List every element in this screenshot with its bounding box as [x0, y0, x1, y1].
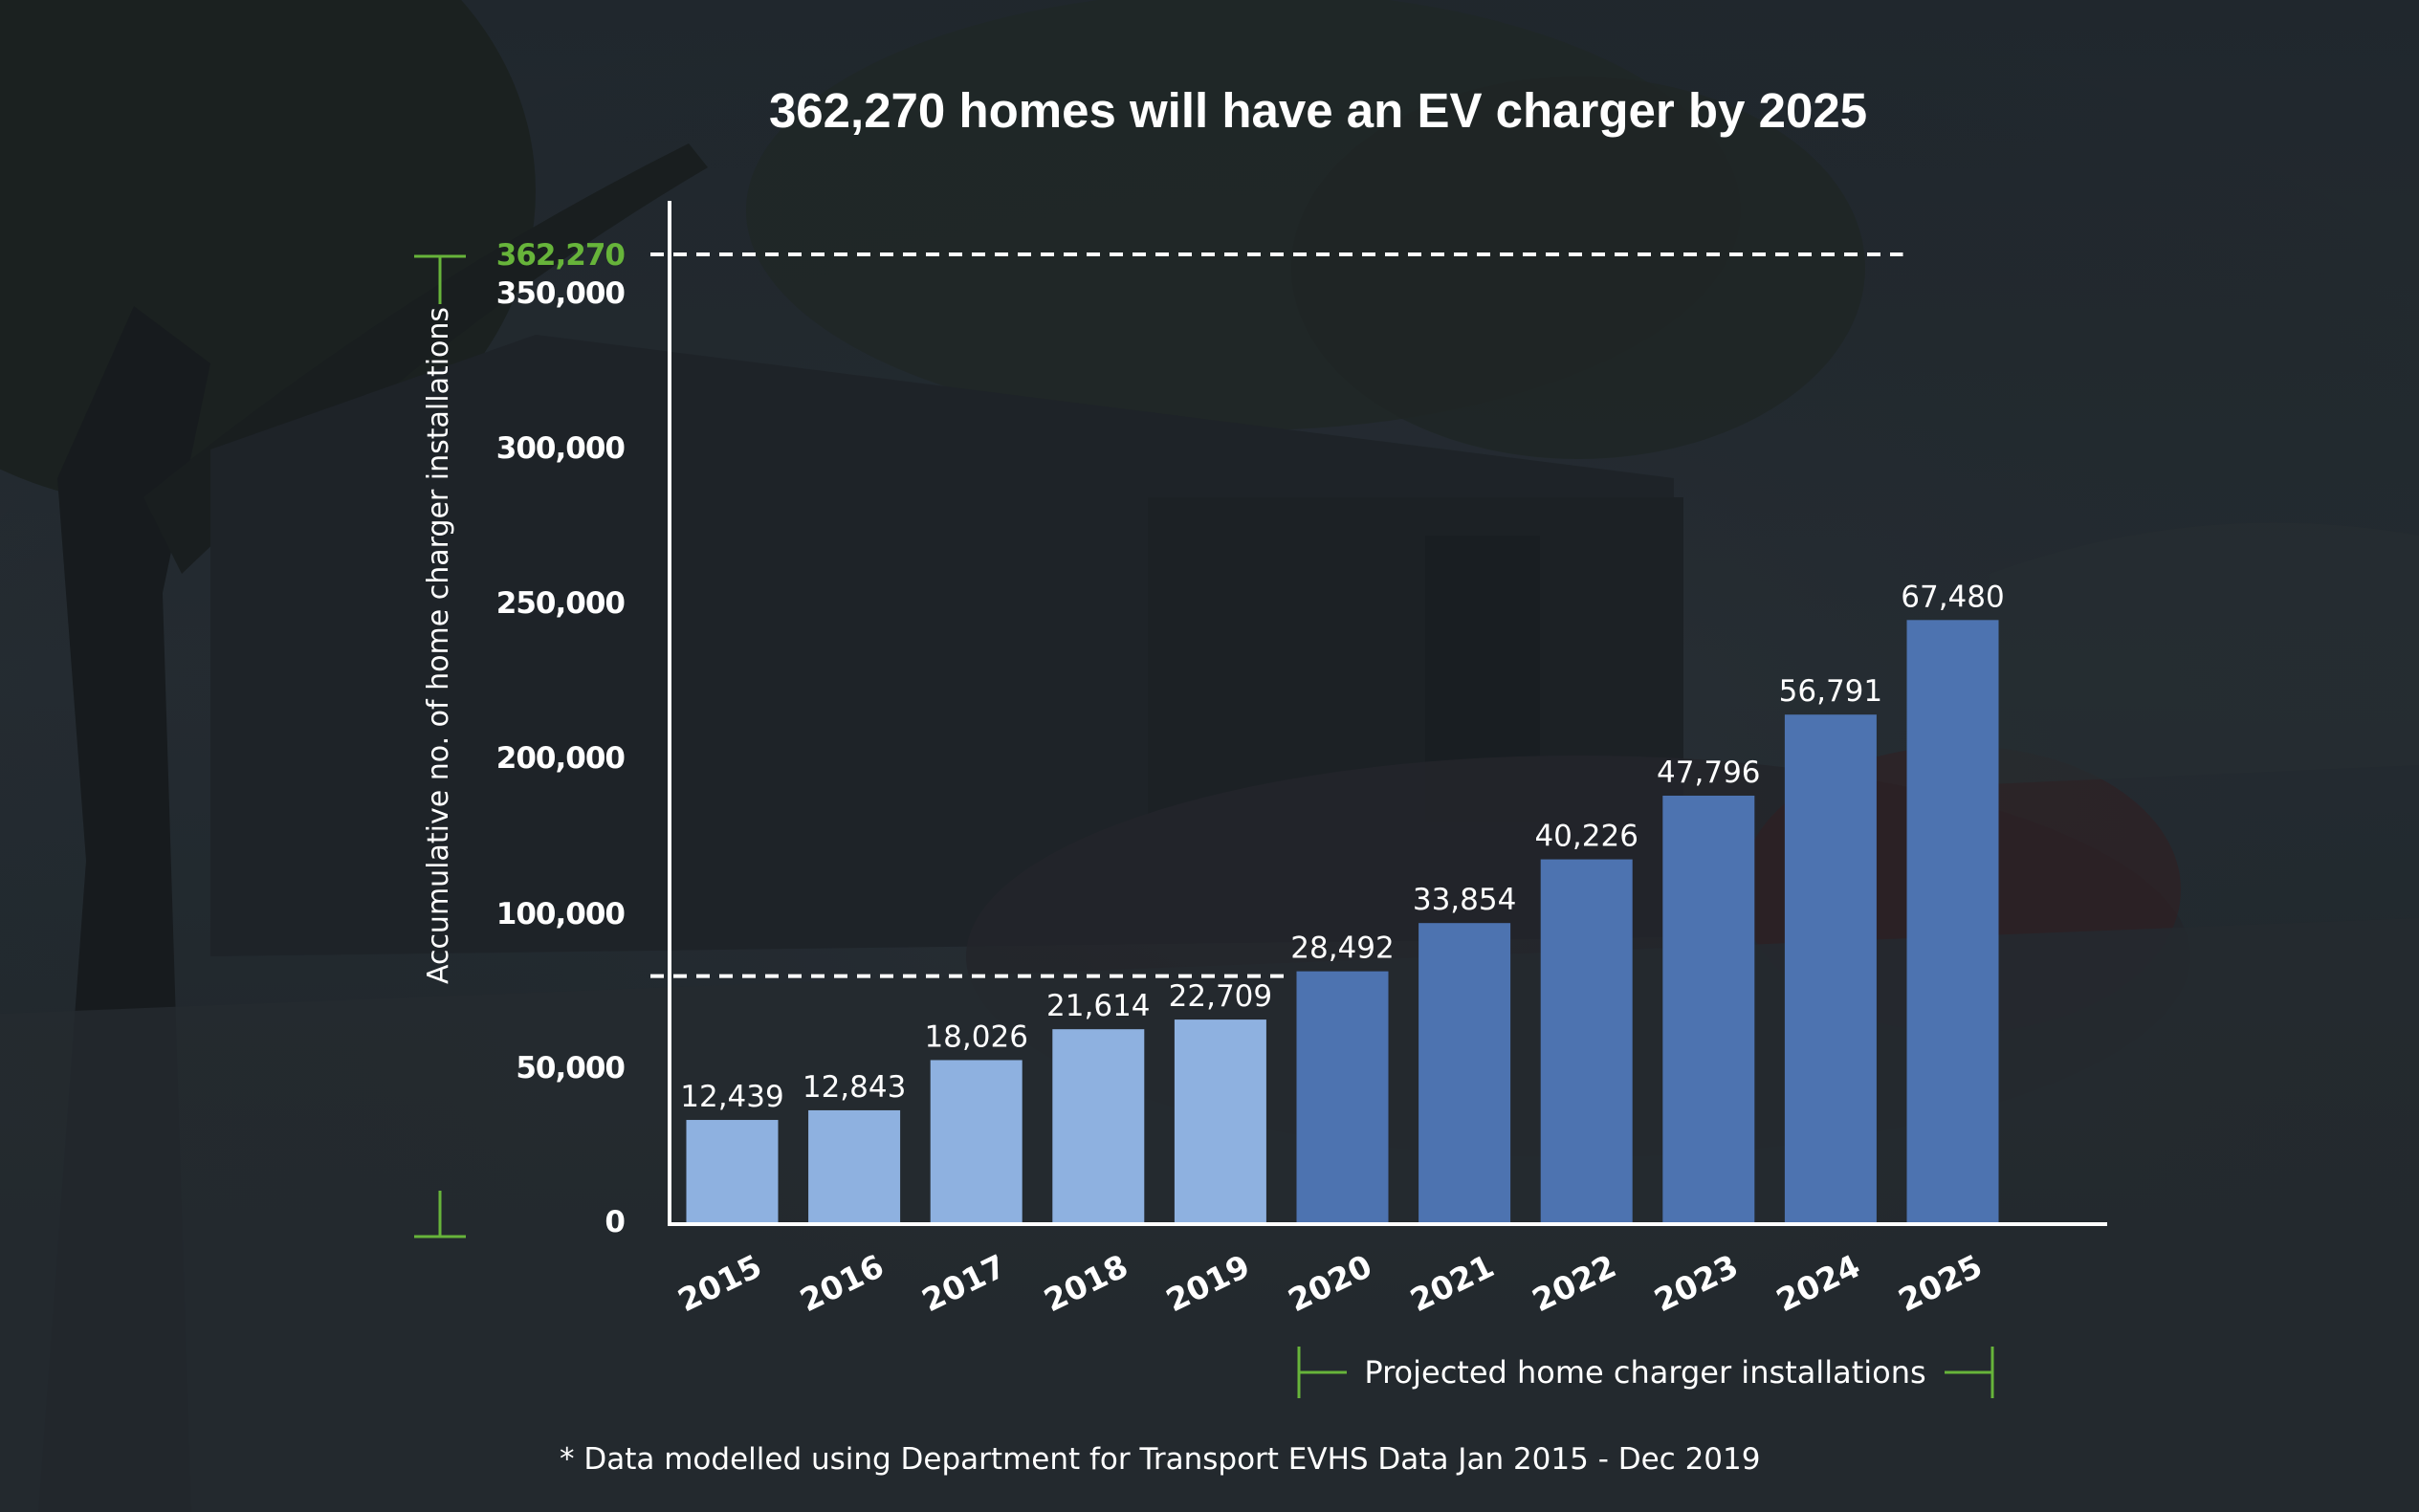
bar-2018: [1052, 1029, 1145, 1222]
x-tick-2024: 2024: [1770, 1247, 1866, 1319]
data-label-2024: 56,791: [1779, 674, 1882, 709]
bar-2019: [1174, 1019, 1266, 1222]
y-tick-300000: 300,000: [496, 431, 626, 466]
data-label-2025: 67,480: [1901, 580, 2004, 614]
bar-2021: [1418, 923, 1511, 1222]
reference-lines: [650, 252, 1903, 978]
x-axis-ticks: 2015 2016 2017 2018 2019 2020 2021 2022 2023 2024…: [672, 1247, 1989, 1319]
data-label-2017: 18,026: [924, 1019, 1027, 1054]
y-tick-50000: 50,000: [516, 1051, 625, 1085]
data-label-2019: 22,709: [1169, 979, 1272, 1014]
x-tick-2020: 2020: [1283, 1247, 1378, 1319]
y-tick-200000: 200,000: [496, 741, 626, 776]
x-tick-2018: 2018: [1038, 1247, 1133, 1319]
data-labels: 12,439 12,843 18,026 21,614 22,709 28,492 33,8…: [680, 580, 2004, 1114]
x-tick-2015: 2015: [672, 1247, 768, 1319]
x-tick-2023: 2023: [1648, 1247, 1744, 1319]
bar-2020: [1296, 971, 1389, 1222]
x-tick-2019: 2019: [1160, 1247, 1256, 1319]
x-tick-2025: 2025: [1893, 1247, 1989, 1319]
data-label-2020: 28,492: [1290, 931, 1394, 966]
x-tick-2022: 2022: [1527, 1247, 1622, 1319]
y-tick-highlight: 362,270: [496, 238, 626, 273]
y-axis-label: Accumulative no. of home charger install…: [422, 307, 455, 984]
x-tick-2017: 2017: [916, 1247, 1012, 1319]
bar-2022: [1540, 859, 1633, 1222]
bar-2017: [930, 1060, 1023, 1222]
data-label-2016: 12,843: [803, 1070, 906, 1105]
bar-2024: [1784, 714, 1877, 1222]
x-tick-2021: 2021: [1404, 1247, 1500, 1319]
data-label-2021: 33,854: [1413, 883, 1516, 917]
range-bracket-icon: [414, 254, 466, 1238]
data-label-2022: 40,226: [1534, 820, 1638, 854]
projection-bracket-icon: [1297, 1347, 1994, 1398]
bar-2016: [808, 1109, 901, 1222]
footnote: * Data modelled using Department for Tra…: [560, 1442, 1760, 1477]
bar-2023: [1662, 795, 1755, 1222]
projection-label: Projected home charger installations: [1364, 1354, 1925, 1391]
data-label-2018: 21,614: [1046, 989, 1150, 1023]
x-tick-2016: 2016: [794, 1247, 890, 1319]
data-label-2015: 12,439: [680, 1080, 783, 1114]
bars: [686, 620, 1999, 1222]
y-axis-ticks: 0 50,000 100,000 200,000 250,000 300,000 350,0…: [496, 238, 627, 1239]
y-tick-0: 0: [605, 1205, 625, 1239]
bar-2015: [686, 1120, 779, 1222]
bar-2025: [1906, 620, 1999, 1222]
y-tick-350000: 350,000: [496, 276, 626, 311]
y-tick-250000: 250,000: [496, 586, 626, 621]
data-label-2023: 47,796: [1657, 756, 1760, 790]
chart-title: 362,270 homes will have an EV charger by…: [769, 83, 1867, 138]
y-tick-100000: 100,000: [496, 897, 626, 931]
